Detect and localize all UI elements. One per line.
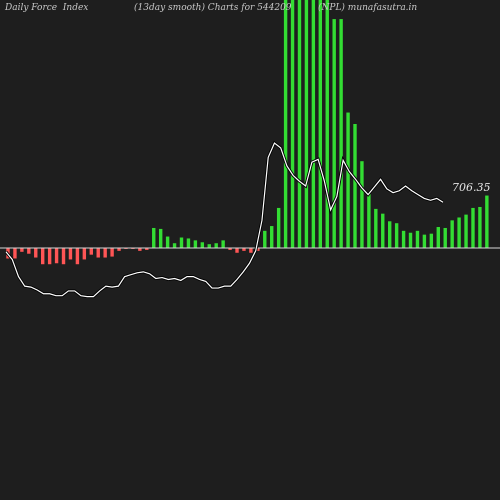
force-bar — [478, 206, 482, 248]
force-bar — [138, 248, 142, 251]
force-bar — [13, 248, 17, 259]
force-bar — [283, 0, 288, 248]
force-bar — [471, 207, 475, 248]
force-bar — [332, 19, 336, 248]
force-bar — [47, 248, 52, 265]
force-bar — [325, 0, 329, 248]
force-bar — [276, 207, 281, 248]
force-bar — [27, 248, 31, 254]
force-bar — [464, 214, 468, 248]
force-bar — [158, 228, 163, 248]
chart-title-left: Daily Force Index — [5, 3, 89, 13]
force-bar — [311, 0, 316, 248]
force-bar — [450, 220, 454, 248]
chart-title-right: (NPL) munafasutra.in — [318, 3, 418, 13]
force-bar — [82, 248, 87, 260]
force-bar — [152, 227, 156, 248]
force-bar — [457, 217, 461, 248]
force-bar — [297, 0, 302, 248]
force-bar — [256, 248, 260, 251]
chart-title-mid: (13day smooth) Charts for 544209 — [134, 3, 292, 13]
force-bar — [429, 233, 434, 248]
force-bar — [54, 248, 59, 264]
force-bar — [346, 112, 350, 248]
force-bar — [360, 161, 364, 248]
force-bar — [110, 248, 114, 257]
force-bar — [34, 248, 38, 258]
force-bar — [401, 230, 406, 248]
force-bar — [353, 124, 357, 248]
force-bar — [290, 0, 295, 248]
force-bar — [339, 19, 343, 248]
force-bar — [89, 248, 93, 255]
force-line — [5, 142, 444, 298]
force-bar — [68, 248, 73, 260]
force-bar — [415, 230, 420, 248]
force-bar — [145, 248, 149, 250]
force-bar — [367, 192, 371, 248]
force-bar — [20, 248, 24, 252]
force-bar — [214, 243, 218, 248]
force-bar — [61, 248, 66, 265]
force-bar — [165, 236, 170, 248]
force-bar — [436, 227, 440, 248]
force-bar — [193, 240, 198, 248]
force-bar — [388, 221, 392, 248]
force-bar — [179, 237, 184, 248]
force-bar — [186, 238, 191, 248]
force-bar — [117, 248, 121, 251]
force-bar — [374, 208, 378, 248]
force-bar — [318, 0, 322, 248]
force-bar — [41, 248, 45, 265]
last-value-label: 706.35 — [452, 181, 491, 194]
force-bar — [304, 0, 309, 248]
force-bar — [200, 242, 205, 248]
force-bar — [242, 248, 246, 251]
force-bar — [221, 240, 225, 248]
force-bar — [408, 232, 413, 248]
force-bar — [422, 234, 427, 248]
force-bar — [381, 213, 385, 248]
force-bar — [235, 248, 239, 253]
force-bar — [75, 248, 80, 265]
force-bar — [249, 248, 253, 253]
force-bar — [394, 223, 399, 248]
force-bar — [270, 226, 274, 248]
force-bar — [228, 248, 232, 250]
force-bar — [96, 248, 100, 258]
force-bar — [263, 230, 267, 248]
force-bar — [443, 227, 447, 248]
force-bar — [172, 243, 177, 248]
force-bar — [103, 248, 107, 258]
force-bar — [485, 195, 489, 248]
force-bar — [207, 244, 211, 248]
